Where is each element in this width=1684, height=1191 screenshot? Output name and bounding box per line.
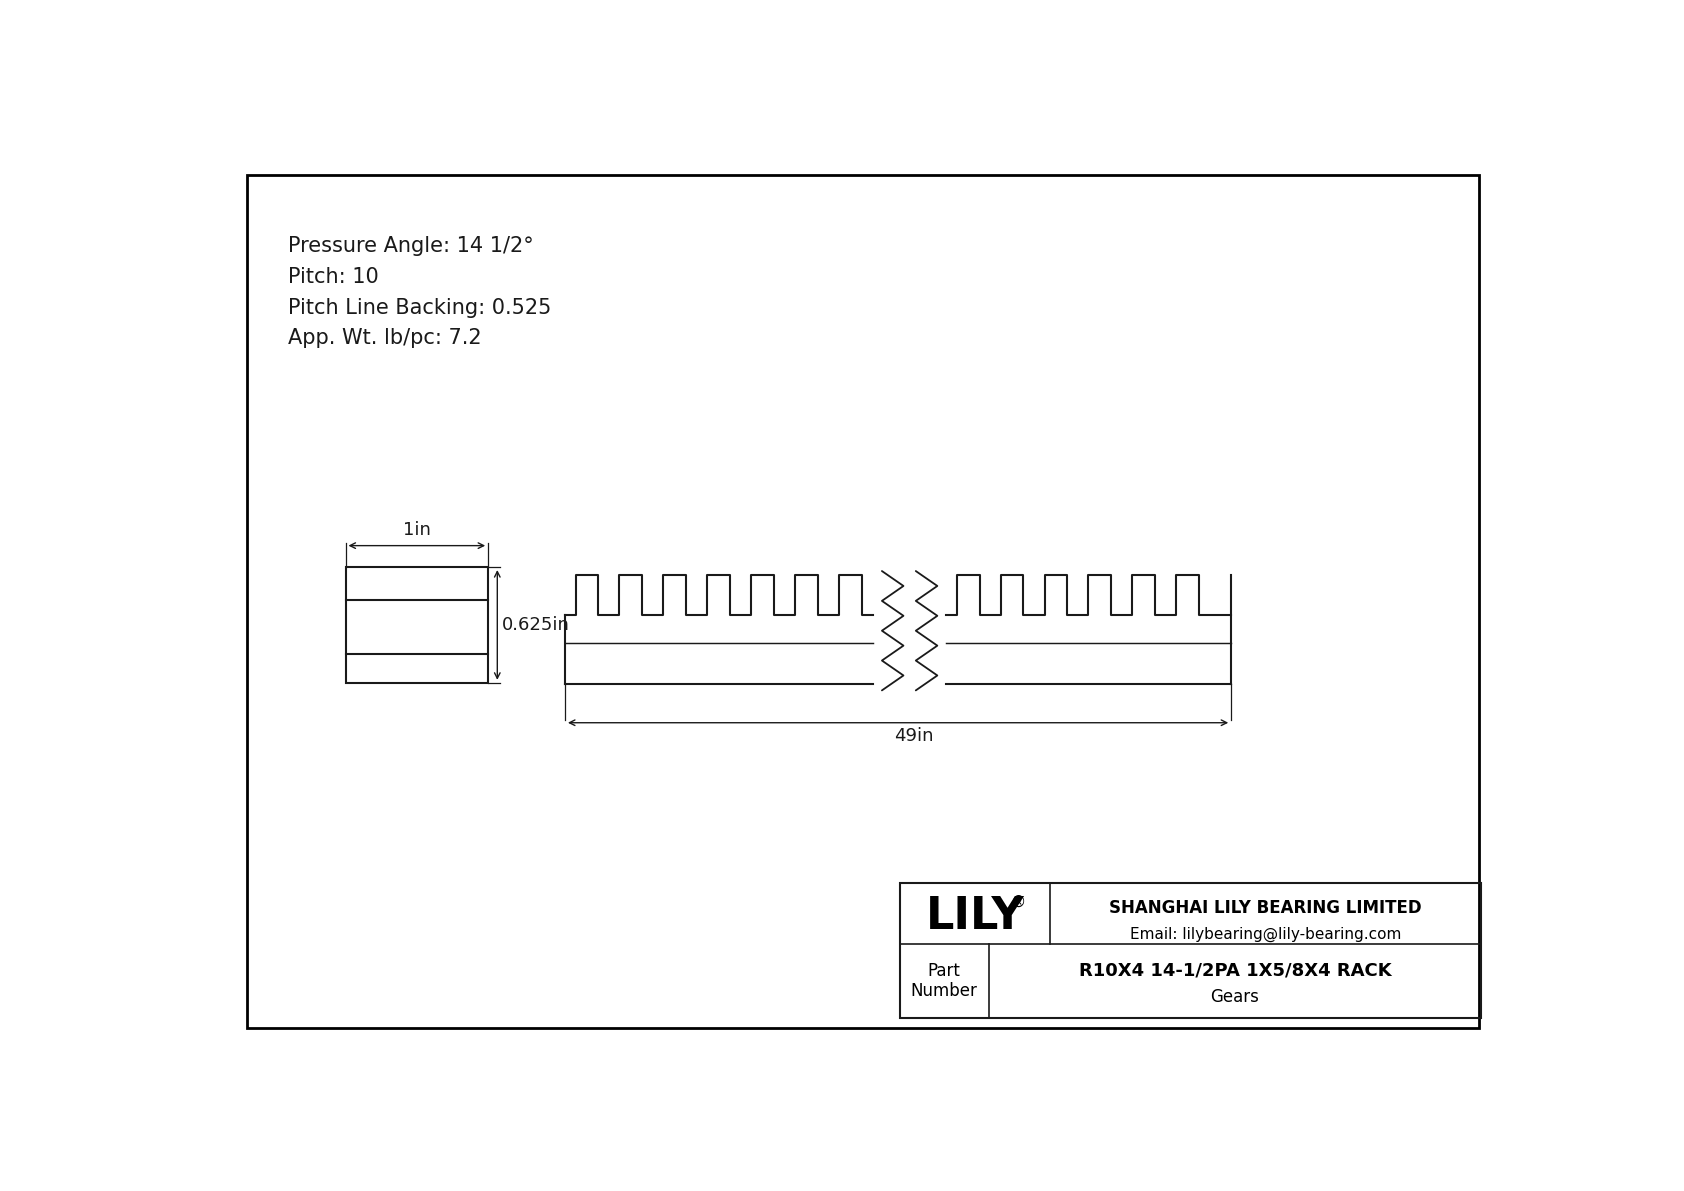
Text: LILY: LILY — [926, 894, 1024, 937]
Text: ®: ® — [1010, 894, 1026, 910]
Text: 49in: 49in — [894, 727, 933, 744]
Text: 1in: 1in — [402, 522, 431, 540]
Text: Pitch Line Backing: 0.525: Pitch Line Backing: 0.525 — [288, 298, 551, 318]
Text: Email: lilybearing@lily-bearing.com: Email: lilybearing@lily-bearing.com — [1130, 927, 1401, 942]
Text: Pressure Angle: 14 1/2°: Pressure Angle: 14 1/2° — [288, 236, 534, 256]
Text: SHANGHAI LILY BEARING LIMITED: SHANGHAI LILY BEARING LIMITED — [1110, 899, 1421, 917]
Bar — [345, 567, 488, 682]
Text: Pitch: 10: Pitch: 10 — [288, 267, 379, 287]
Bar — [899, 883, 1482, 1017]
Text: Part
Number: Part Number — [911, 961, 978, 1000]
Text: 0.625in: 0.625in — [502, 616, 569, 634]
Text: Gears: Gears — [1211, 989, 1260, 1006]
Text: R10X4 14-1/2PA 1X5/8X4 RACK: R10X4 14-1/2PA 1X5/8X4 RACK — [1079, 961, 1391, 979]
Text: App. Wt. lb/pc: 7.2: App. Wt. lb/pc: 7.2 — [288, 329, 482, 349]
